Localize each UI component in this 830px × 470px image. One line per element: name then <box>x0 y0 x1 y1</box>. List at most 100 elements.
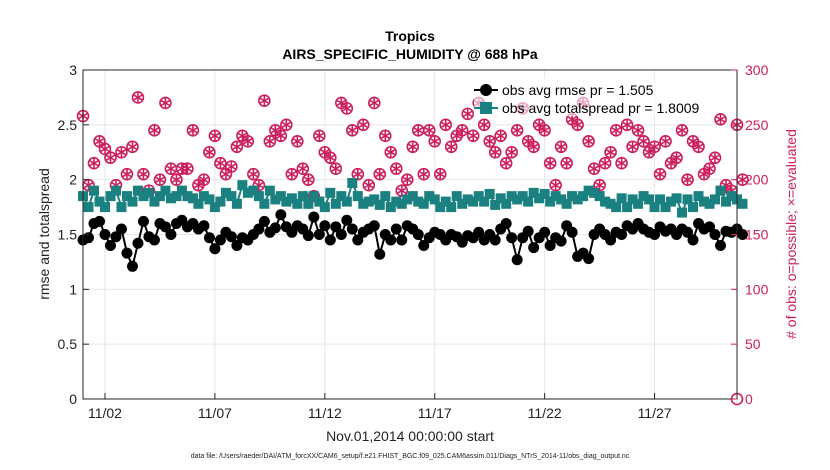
rmse-point <box>104 239 116 251</box>
totalspread-point <box>94 196 105 207</box>
totalspread-point <box>154 191 165 202</box>
y2-tick-label: 150 <box>745 227 769 243</box>
totalspread-point <box>308 191 319 202</box>
obs-evaluated-point <box>154 174 166 186</box>
rmse-point <box>209 243 221 255</box>
obs-evaluated-point <box>248 168 259 180</box>
obs-evaluated-point <box>385 146 396 158</box>
obs-evaluated-point <box>484 135 495 147</box>
obs-evaluated-point <box>297 163 308 175</box>
totalspread-point <box>358 198 369 209</box>
totalspread-point <box>578 191 589 202</box>
y-tick-label: 0.5 <box>58 336 78 352</box>
legend-spread-marker <box>480 102 492 114</box>
totalspread-point <box>693 191 704 202</box>
totalspread-point <box>440 196 451 207</box>
totalspread-point <box>253 191 264 202</box>
y-tick-label: 3 <box>69 62 77 78</box>
totalspread-point <box>215 196 226 207</box>
totalspread-point <box>418 198 429 209</box>
rmse-point <box>500 218 512 230</box>
rmse-point <box>341 214 353 226</box>
totalspread-point <box>204 194 215 205</box>
obs-evaluated-point <box>198 174 210 186</box>
obs-evaluated-point <box>226 161 237 173</box>
obs-evaluated-point <box>407 141 418 153</box>
y-axis-label: rmse and totalspread <box>36 168 52 300</box>
rmse-point <box>506 232 518 244</box>
obs-evaluated-point <box>314 130 325 142</box>
obs-evaluated-point <box>402 174 413 186</box>
totalspread-point <box>451 191 462 202</box>
totalspread-point <box>242 187 253 198</box>
rmse-point <box>319 220 331 232</box>
obs-evaluated-point <box>182 163 193 175</box>
legend-rmse-label: obs avg rmse pr = 1.505 <box>502 82 654 98</box>
obs-evaluated-point <box>709 152 721 164</box>
obs-evaluated-point <box>654 168 666 180</box>
totalspread-point <box>165 193 176 204</box>
rmse-point <box>522 225 534 237</box>
rmse-point <box>275 209 287 221</box>
totalspread-point <box>83 202 94 213</box>
obs-evaluated-point <box>259 95 270 107</box>
rmse-point <box>390 223 402 235</box>
totalspread-point <box>347 177 358 188</box>
axis-layer: 0 0.5 1 1.5 2 2.5 3 0 50 100 150 200 250 300 11/02 11/0… <box>58 62 769 421</box>
totalspread-point <box>132 185 143 196</box>
totalspread-point <box>688 202 699 213</box>
obs-evaluated-point <box>105 152 116 164</box>
totalspread-point <box>446 202 457 213</box>
obs-evaluated-point <box>292 135 303 147</box>
totalspread-point <box>556 194 567 205</box>
totalspread-point <box>528 187 539 198</box>
rmse-point <box>649 229 661 240</box>
y-tick-label: 2 <box>69 172 77 188</box>
obs-evaluated-point <box>501 157 512 169</box>
rmse-point <box>214 234 226 246</box>
obs-evaluated-point <box>286 168 298 180</box>
rmse-point <box>253 223 265 235</box>
grid-lines <box>83 69 737 400</box>
rmse-point <box>616 229 628 240</box>
rmse-point <box>308 211 320 223</box>
y-tick-label: 1.5 <box>58 227 78 243</box>
obs-evaluated-point <box>479 119 490 131</box>
rmse-point <box>269 222 281 234</box>
totalspread-point <box>710 194 721 205</box>
obs-evaluated-point <box>495 130 506 142</box>
rmse-point <box>225 231 237 243</box>
totalspread-point <box>264 185 275 196</box>
totalspread-point <box>341 196 352 207</box>
obs-evaluated-point <box>555 141 567 153</box>
legend-box <box>474 78 714 116</box>
rmse-point <box>198 220 210 232</box>
totalspread-point <box>682 194 693 205</box>
totalspread-point <box>171 191 182 202</box>
totalspread-point <box>110 185 121 196</box>
totalspread-point <box>330 198 341 209</box>
totalspread-point <box>88 185 99 196</box>
rmse-point <box>132 237 144 249</box>
totalspread-point <box>374 199 385 210</box>
totalspread-point <box>572 194 583 205</box>
rmse-point <box>93 215 105 227</box>
y2-tick-label: 100 <box>745 281 769 297</box>
obs-evaluated-point <box>435 168 446 180</box>
totalspread-point <box>248 185 259 196</box>
obs-evaluated-point <box>621 119 633 131</box>
rmse-point <box>555 235 567 247</box>
obs-evaluated-point <box>171 174 182 186</box>
obs-evaluated-point <box>380 130 391 142</box>
obs-evaluated-point <box>165 163 177 175</box>
totalspread-point <box>589 187 600 198</box>
x-tick-label: 11/17 <box>418 405 452 421</box>
x-tick-label: 11/12 <box>308 405 342 421</box>
totalspread-point <box>479 196 490 207</box>
obs-evaluated-point <box>319 146 330 158</box>
x-tick-label: 11/02 <box>88 405 122 421</box>
obs-evaluated-point <box>358 119 369 131</box>
obs-evaluated-point <box>665 157 677 169</box>
totalspread-point <box>561 198 572 209</box>
